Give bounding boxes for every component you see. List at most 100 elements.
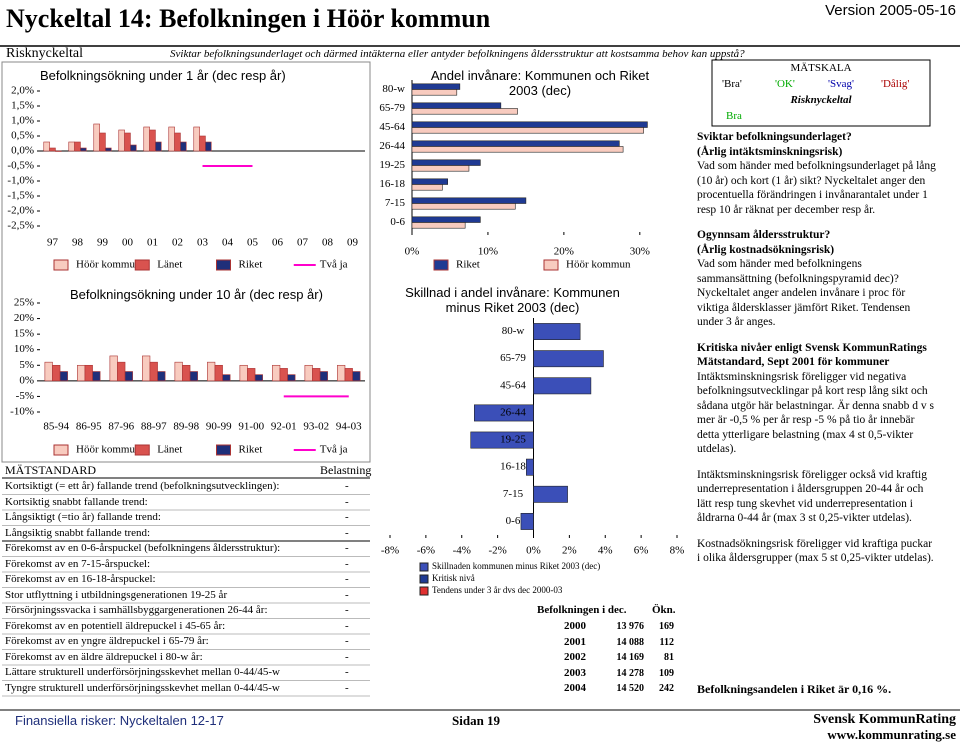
legend-label: Länet — [157, 444, 182, 456]
bar — [109, 355, 118, 382]
bar — [130, 144, 137, 152]
scale-level: 'Svag' — [828, 78, 854, 90]
x-tick-label: 6% — [634, 545, 649, 557]
bar — [117, 361, 126, 382]
bar — [124, 132, 131, 152]
y-tick-label: 16-18 — [379, 178, 405, 190]
y-tick-label: 65-79 — [379, 102, 405, 114]
bar — [411, 108, 518, 115]
bar — [411, 165, 470, 172]
bar — [168, 126, 175, 152]
bar — [157, 371, 166, 382]
pop-cell: 13 976 — [616, 621, 645, 632]
table-label: Tyngre strukturell underförsörjningsskev… — [5, 681, 280, 694]
bar — [411, 159, 481, 166]
bar — [526, 458, 534, 476]
bar — [142, 355, 151, 382]
bar — [411, 216, 481, 223]
bar — [205, 141, 212, 152]
table-label: Långsiktigt (=tio år) fallande trend: — [5, 511, 161, 523]
pop-header: Ökn. — [652, 604, 676, 616]
bar — [533, 377, 592, 395]
legend-label: Skillnaden kommunen minus Riket 2003 (de… — [432, 561, 600, 571]
footer-center: Sidan 19 — [452, 713, 501, 728]
table-value: - — [345, 619, 349, 632]
legend-swatch — [419, 562, 429, 572]
pop-cell: 2001 — [564, 635, 586, 648]
y-tick-label: 0,5% — [11, 130, 34, 142]
table-value: - — [345, 681, 349, 694]
x-tick-label: 06 — [272, 237, 284, 249]
bar — [118, 129, 125, 152]
pop-header: Befolkningen i dec. — [537, 604, 627, 616]
chart-title: Andel invånare: Kommunen och Riket 2003 … — [430, 68, 650, 98]
x-tick-label: 86-95 — [76, 421, 102, 433]
section: Risknyckeltal — [6, 46, 83, 61]
x-tick-label: 97 — [47, 237, 59, 249]
y-tick-label: 20% — [14, 312, 34, 324]
table-label: Kortsiktigt (= ett år) fallande trend (b… — [5, 480, 280, 492]
bar — [520, 512, 534, 530]
bar — [174, 361, 183, 382]
scale-value: Bra — [726, 110, 742, 122]
table-label: Kortsiktig snabbt fallande trend: — [5, 495, 148, 508]
legend-swatch — [419, 586, 429, 596]
y-tick-label: 45-64 — [500, 379, 526, 391]
x-tick-label: -2% — [488, 545, 506, 557]
subheading: (Årlig intäktsminskningsrisk) — [697, 145, 843, 158]
bar — [344, 368, 353, 382]
x-tick-label: 10% — [478, 246, 498, 258]
y-tick-label: 25% — [14, 297, 34, 309]
table-value: - — [345, 588, 349, 601]
table-label: Förekomst av en yngre äldrepuckel i 65-7… — [5, 635, 209, 647]
bar — [411, 197, 527, 204]
bar — [352, 371, 361, 382]
bar — [411, 146, 624, 153]
bar — [411, 140, 620, 147]
y-tick-label: -1,5% — [7, 190, 34, 202]
version: Version 2005-05-16 — [825, 2, 956, 19]
paragraph: Kostnadsökningsrisk föreligger vid kraft… — [697, 537, 937, 566]
table-label: Försörjningssvacka i samhällsbyggargener… — [5, 604, 268, 616]
y-tick-label: 5% — [19, 359, 34, 371]
bar — [199, 135, 206, 152]
x-tick-label: 93-02 — [303, 421, 329, 433]
y-tick-label: 80-w — [502, 325, 525, 337]
x-tick-label: 04 — [222, 237, 234, 249]
x-tick-label: 0% — [405, 246, 420, 258]
legend-label: Två ja — [320, 259, 348, 271]
x-tick-label: 85-94 — [43, 421, 69, 433]
x-tick-label: 91-00 — [238, 421, 264, 433]
x-tick-label: 20% — [554, 246, 574, 258]
y-tick-label: 80-w — [382, 83, 405, 95]
y-tick-label: 26-44 — [379, 140, 405, 152]
x-tick-label: 4% — [598, 545, 613, 557]
legend-label: Riket — [456, 259, 480, 271]
footer-url: www.kommunrating.se — [827, 727, 956, 742]
table-label: Förekomst av en 16-18-årspuckel: — [5, 573, 156, 585]
legend-label: Höör kommun — [76, 444, 141, 456]
legend-swatch — [53, 259, 69, 271]
bar — [533, 323, 581, 340]
table-value: - — [345, 604, 349, 616]
x-tick-label: 87-96 — [108, 421, 134, 433]
y-tick-label: -10% — [10, 406, 34, 418]
bar — [52, 364, 61, 382]
legend-swatch — [53, 444, 69, 456]
legend-swatch — [216, 259, 231, 271]
x-tick-label: 94-03 — [336, 421, 362, 433]
x-tick-label: 30% — [630, 246, 650, 258]
footer-right: Svensk KommunRating — [813, 712, 956, 727]
scale-level: 'Bra' — [722, 78, 742, 90]
y-tick-label: -0,5% — [7, 160, 34, 172]
legend-swatch — [433, 259, 449, 271]
table-value: - — [345, 666, 349, 678]
pop-cell: 14 088 — [616, 636, 645, 648]
subheading: (Årlig kostnadsökningsrisk) — [697, 243, 835, 256]
bar — [149, 129, 156, 152]
paragraph: Ogynnsam åldersstruktur? (Årlig kostnadsö… — [697, 228, 937, 330]
table-column: Belastning — [320, 463, 372, 477]
legend-label: Höör kommun — [76, 259, 141, 271]
x-tick-label: 2% — [562, 545, 577, 557]
table-label: Förekomst av en potentiell äldrepuckel i… — [5, 619, 226, 632]
